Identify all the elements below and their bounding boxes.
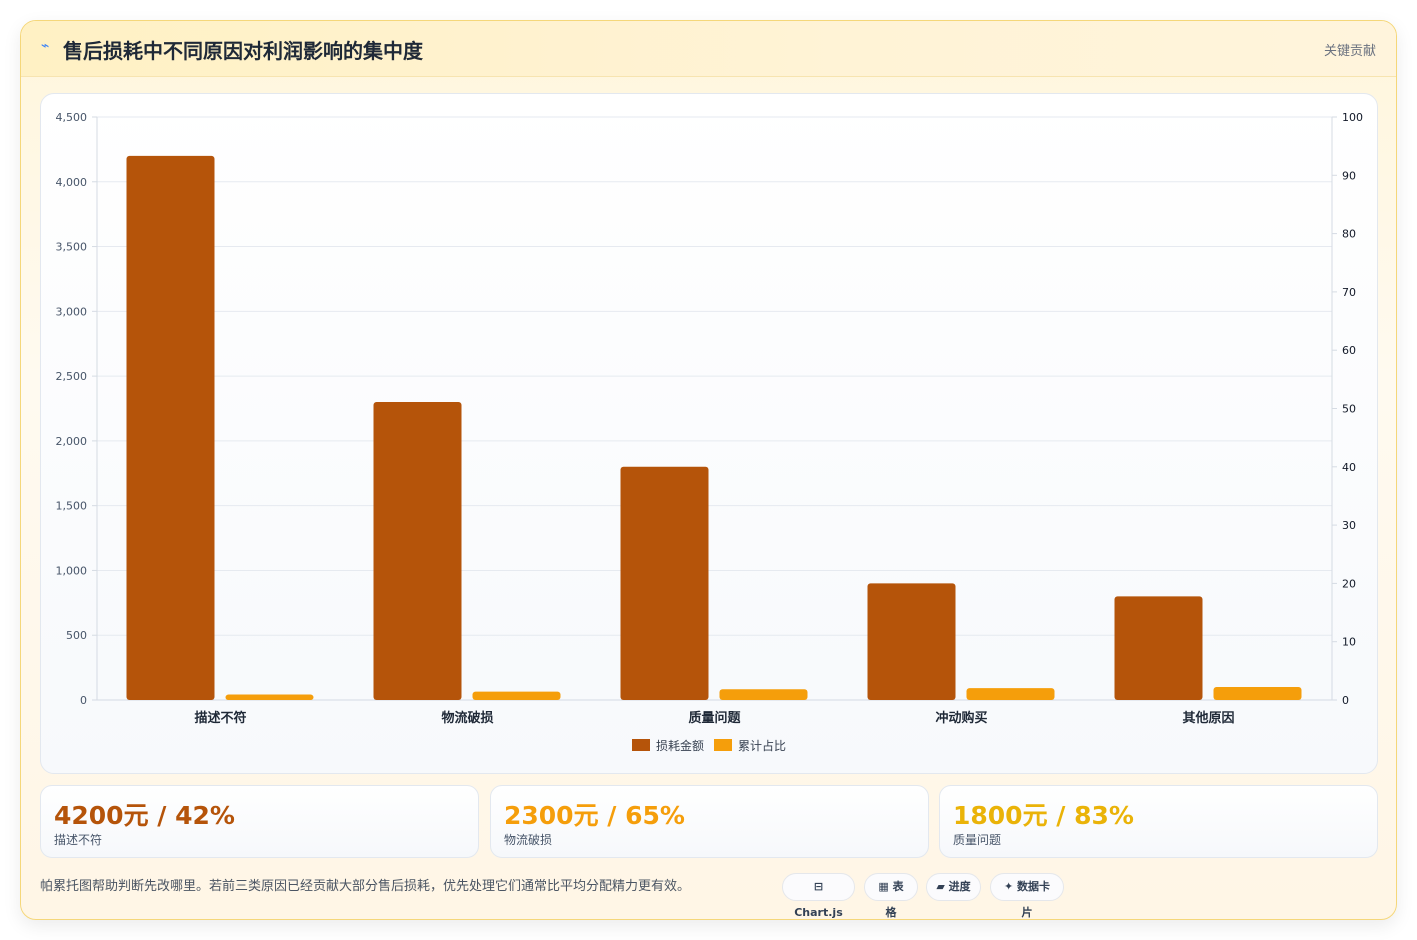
y-right-tick-label: 10 [1342, 636, 1356, 649]
bar-cumulative-share [472, 691, 561, 700]
pareto-chart: 05001,0001,5002,0002,5003,0003,5004,0004… [56, 111, 1364, 753]
bar-cumulative-share [1213, 687, 1302, 700]
chart-card: ⌁ 售后损耗中不同原因对利润影响的集中度 关键贡献 0 500 1,000 1,500… [20, 20, 1397, 920]
x-tick-label: 冲动购买 [935, 710, 987, 726]
card-header: ⌁ 售后损耗中不同原因对利润影响的集中度 关键贡献 [21, 21, 1396, 77]
kpi-value: 1800元 / 83% [953, 801, 1134, 830]
tag-progress[interactable]: ▰ 进度 [926, 873, 981, 901]
y-left-tick-label: 2,000 [56, 435, 88, 448]
bar-loss-amount [126, 155, 215, 700]
y-left-tick-label: 4,500 [56, 111, 88, 124]
chart-panel: 0 500 1,000 1,500 2,000 2,500 3,000 3,500 4,000 4… [40, 93, 1378, 774]
kpi-card-1: 4200元 / 42% 描述不符 [40, 785, 479, 858]
bar-cumulative-share [966, 688, 1055, 700]
trend-icon: ⌁ [41, 38, 50, 54]
bar-loss-amount [620, 466, 709, 700]
y-left-tick-label: 3,500 [56, 241, 88, 254]
kpi-card-3: 1800元 / 83% 质量问题 [939, 785, 1378, 858]
legend-label: 累计占比 [738, 738, 786, 753]
header-tag: 关键贡献 [1323, 44, 1376, 59]
bar-loss-amount [1114, 596, 1203, 700]
kpi-label: 描述不符 [54, 833, 103, 847]
legend-swatch [632, 739, 650, 751]
footer-note: 帕累托图帮助判断先改哪里。若前三类原因已经贡献大部分售后损耗，优先处理它们通常比… [40, 879, 691, 894]
page-title: 售后损耗中不同原因对利润影响的集中度 [63, 39, 423, 63]
x-tick-label: 物流破损 [441, 710, 493, 726]
y-left-tick-label: 4,000 [56, 176, 88, 189]
bar-loss-amount [373, 402, 462, 700]
y-right-tick-label: 20 [1342, 577, 1356, 590]
y-left-tick-label: 500 [66, 629, 87, 642]
y-left-tick-label: 0 [80, 694, 87, 707]
tag-data-cards[interactable]: ✦ 数据卡片 [990, 873, 1064, 919]
kpi-card-2: 2300元 / 65% 物流破损 [490, 785, 929, 858]
x-tick-label: 质量问题 [688, 710, 741, 726]
y-left-tick-label: 2,500 [56, 370, 88, 383]
bar-cumulative-share [719, 689, 808, 700]
tag-chartjs[interactable]: ⊟ Chart.js [782, 873, 855, 919]
y-right-tick-label: 30 [1342, 519, 1356, 532]
legend-swatch [714, 739, 732, 751]
y-right-tick-label: 0 [1342, 694, 1349, 707]
y-right-tick-label: 50 [1342, 403, 1356, 416]
bar-loss-amount [867, 583, 956, 700]
x-tick-label: 其他原因 [1182, 710, 1234, 726]
kpi-label: 物流破损 [504, 833, 553, 847]
y-right-tick-label: 100 [1342, 111, 1363, 124]
y-right-tick-label: 70 [1342, 286, 1356, 299]
y-right-tick-label: 90 [1342, 169, 1356, 182]
kpi-label: 质量问题 [953, 833, 1002, 847]
y-right-tick-label: 40 [1342, 461, 1356, 474]
y-left-tick-label: 3,000 [56, 305, 88, 318]
kpi-value: 2300元 / 65% [504, 801, 685, 830]
y-left-tick-label: 1,000 [56, 564, 88, 577]
y-right-tick-label: 60 [1342, 344, 1356, 357]
x-tick-label: 描述不符 [194, 710, 246, 726]
kpi-value: 4200元 / 42% [54, 801, 235, 830]
tag-table[interactable]: ▦ 表格 [864, 873, 918, 919]
y-right-tick-label: 80 [1342, 228, 1356, 241]
legend-label: 损耗金额 [656, 738, 704, 753]
y-left-tick-label: 1,500 [56, 500, 88, 513]
bar-cumulative-share [225, 694, 314, 700]
